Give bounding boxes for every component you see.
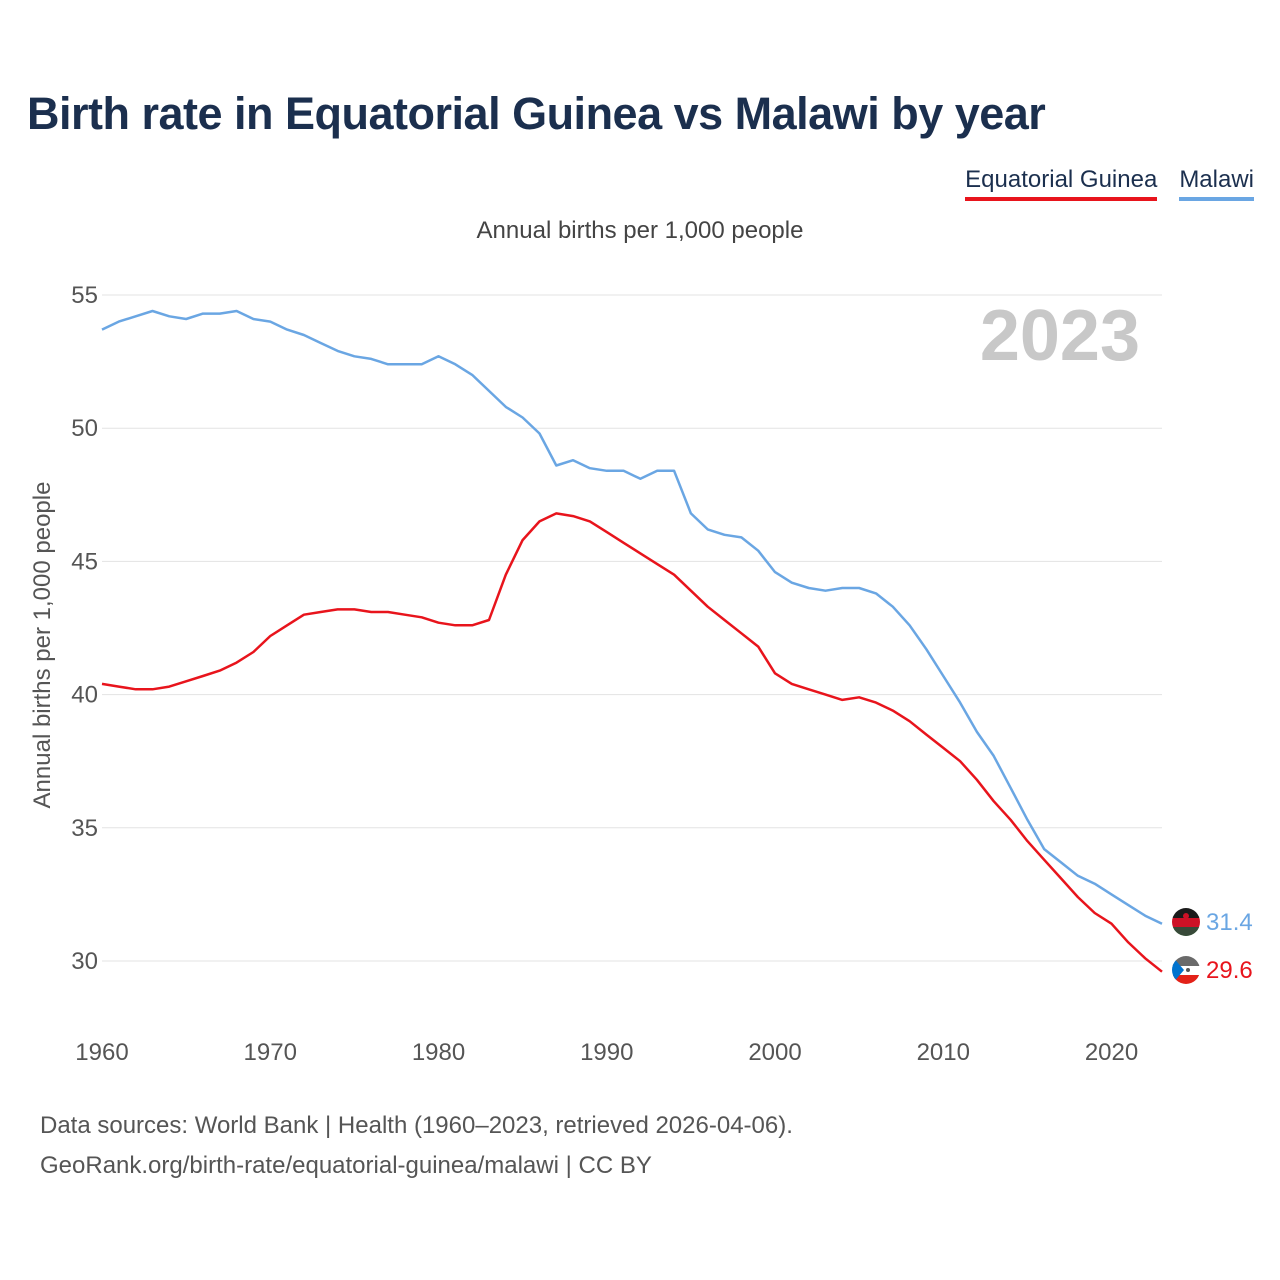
year-watermark: 2023 (980, 296, 1140, 376)
x-tick-label: 1970 (244, 1039, 297, 1066)
end-value-label-equatorial-guinea: 29.6 (1206, 957, 1253, 984)
x-tick-label: 2010 (917, 1039, 970, 1066)
y-tick-label: 55 (71, 282, 98, 309)
y-tick-label: 50 (71, 415, 98, 442)
flag-malawi-icon (1172, 908, 1200, 936)
x-tick-label: 1990 (580, 1039, 633, 1066)
y-tick-label: 45 (71, 548, 98, 575)
x-tick-label: 2020 (1085, 1039, 1138, 1066)
footer-credit[interactable]: GeoRank.org/birth-rate/equatorial-guinea… (40, 1152, 652, 1179)
legend: Equatorial Guinea Malawi (965, 166, 1254, 201)
footer: Data sources: World Bank | Health (1960–… (40, 1106, 793, 1186)
series-line-equatorial-guinea[interactable] (101, 512, 1163, 973)
legend-item-equatorial-guinea[interactable]: Equatorial Guinea (965, 166, 1158, 201)
axes: 30 35 40 45 50 55 1960 1970 1980 1990 2000 2010 2020 (71, 282, 1138, 1066)
chart-subtitle: Annual births per 1,000 people (476, 217, 804, 244)
end-value-label-malawi: 31.4 (1206, 909, 1253, 936)
series-line-malawi[interactable] (101, 309, 1163, 925)
series-lines (101, 309, 1163, 973)
legend-item-malawi[interactable]: Malawi (1179, 166, 1254, 201)
x-tick-label: 1960 (75, 1039, 128, 1066)
chart-title: Birth rate in Equatorial Guinea vs Malaw… (27, 88, 1046, 139)
y-axis-label: Annual births per 1,000 people (29, 482, 56, 809)
y-tick-label: 35 (71, 815, 98, 842)
y-tick-label: 30 (71, 948, 98, 975)
y-tick-label: 40 (71, 682, 98, 709)
footer-sources: Data sources: World Bank | Health (1960–… (40, 1112, 793, 1139)
x-tick-label: 1980 (412, 1039, 465, 1066)
flag-equatorial-guinea-icon (1172, 956, 1200, 984)
gridlines (102, 294, 1162, 962)
x-tick-label: 2000 (748, 1039, 801, 1066)
